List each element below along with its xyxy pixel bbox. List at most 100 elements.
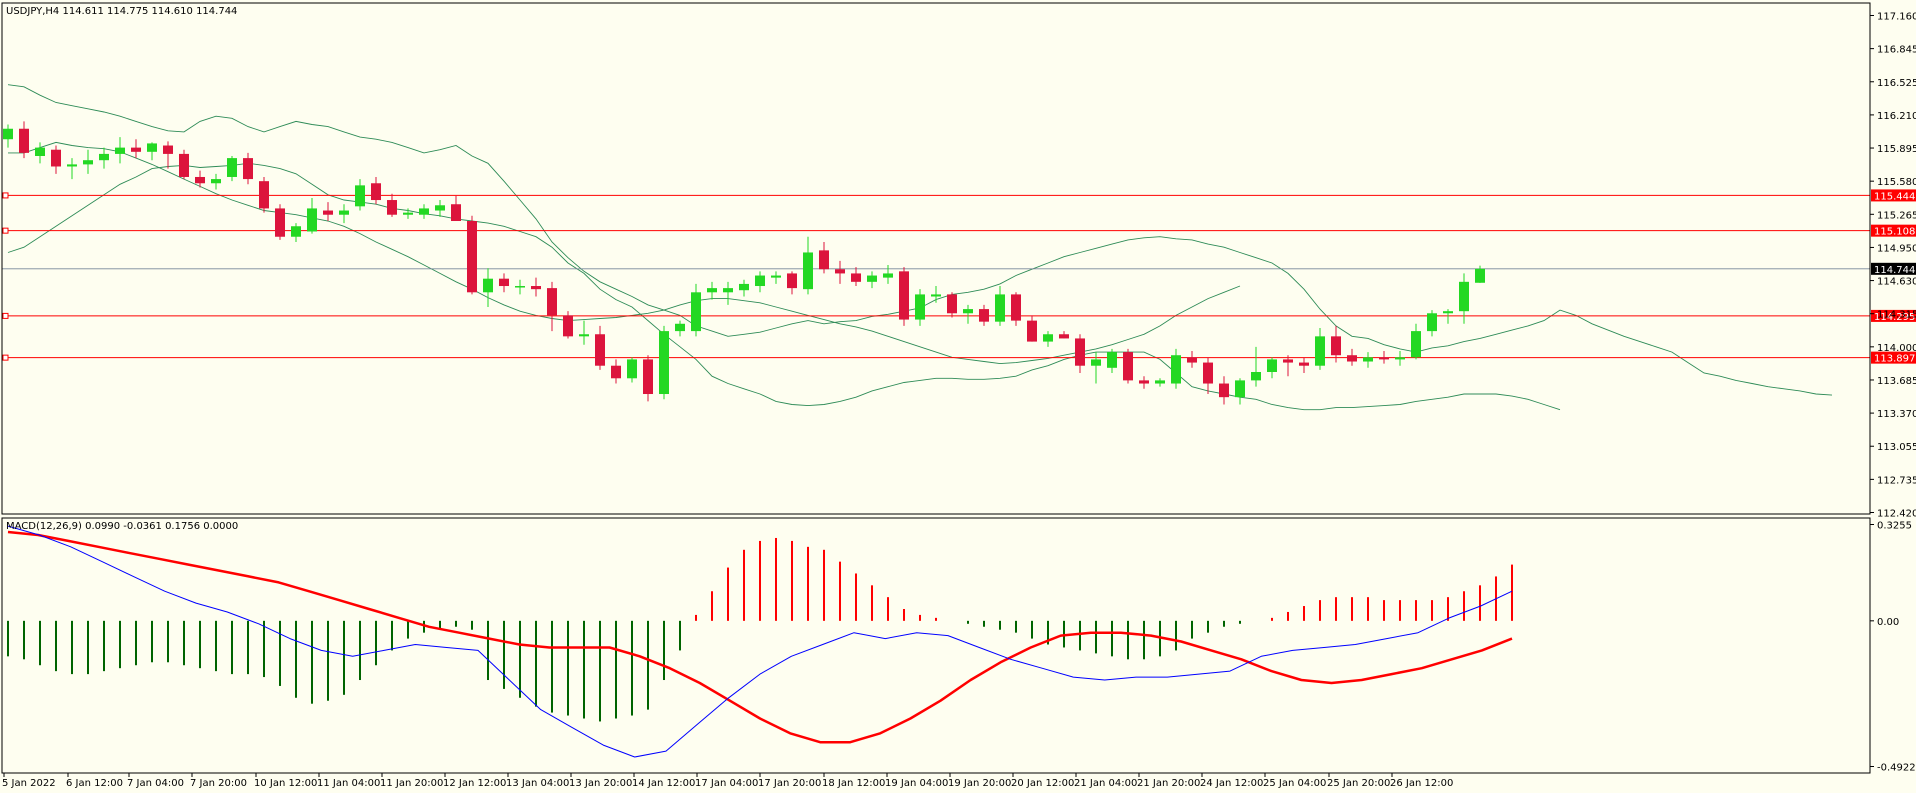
candle[interactable] [243, 152, 253, 185]
candle[interactable] [1459, 273, 1469, 324]
candle[interactable] [1251, 346, 1261, 387]
candle[interactable] [99, 147, 109, 169]
candle[interactable] [1203, 357, 1213, 395]
price-chart-area[interactable] [2, 84, 1870, 411]
candle[interactable] [675, 320, 685, 337]
candle[interactable] [579, 320, 589, 345]
candle[interactable] [979, 304, 989, 326]
candle[interactable] [467, 215, 477, 295]
candle[interactable] [867, 271, 877, 289]
candle[interactable] [947, 292, 957, 318]
candle[interactable] [131, 139, 141, 159]
candle[interactable] [227, 156, 237, 182]
candle[interactable] [1187, 351, 1197, 368]
candle[interactable] [691, 283, 701, 337]
candle[interactable] [1427, 310, 1437, 337]
candle[interactable] [563, 311, 573, 339]
candle[interactable] [1443, 309, 1453, 324]
candle[interactable] [1219, 376, 1229, 405]
candle[interactable] [899, 267, 909, 326]
candle[interactable] [723, 281, 733, 305]
candle[interactable] [163, 141, 173, 169]
level-anchor-icon[interactable] [2, 312, 9, 319]
candle[interactable] [1027, 315, 1037, 342]
candle[interactable] [35, 142, 45, 164]
candle[interactable] [819, 241, 829, 274]
macd-indicator-area[interactable] [7, 525, 1513, 758]
candle[interactable] [1123, 348, 1133, 384]
level-anchor-icon[interactable] [2, 192, 9, 199]
candle[interactable] [67, 158, 77, 180]
candle[interactable] [483, 268, 493, 307]
candle[interactable] [195, 170, 205, 188]
candle[interactable] [51, 145, 61, 174]
candle[interactable] [435, 200, 445, 217]
candle[interactable] [1283, 355, 1293, 377]
candle[interactable] [835, 260, 845, 284]
candle[interactable] [115, 137, 125, 164]
candle[interactable] [1475, 265, 1485, 283]
candle[interactable] [1059, 331, 1069, 339]
candle[interactable] [1379, 351, 1389, 364]
candle[interactable] [1331, 325, 1341, 363]
candle[interactable] [963, 304, 973, 324]
level-anchor-icon[interactable] [2, 354, 9, 361]
candle[interactable] [627, 357, 637, 383]
candle[interactable] [803, 236, 813, 295]
candle[interactable] [323, 202, 333, 222]
candle[interactable] [755, 271, 765, 293]
candle[interactable] [1091, 352, 1101, 384]
level-anchor-icon[interactable] [2, 227, 9, 234]
candle[interactable] [403, 208, 413, 219]
candle[interactable] [1171, 348, 1181, 389]
candle[interactable] [915, 289, 925, 326]
candle[interactable] [1299, 357, 1309, 374]
candle[interactable] [307, 197, 317, 234]
candle[interactable] [179, 149, 189, 180]
candle[interactable] [659, 325, 669, 400]
candle[interactable] [1315, 327, 1325, 370]
candle[interactable] [1411, 323, 1421, 360]
candle[interactable] [611, 359, 621, 384]
candle[interactable] [339, 204, 349, 224]
candle[interactable] [1363, 352, 1373, 368]
candle[interactable] [595, 325, 605, 370]
candle[interactable] [995, 286, 1005, 326]
candle[interactable] [931, 286, 941, 303]
candle[interactable] [83, 149, 93, 174]
candle[interactable] [883, 265, 893, 284]
candle[interactable] [1235, 378, 1245, 405]
candle[interactable] [851, 267, 861, 287]
candle[interactable] [515, 279, 525, 295]
candle[interactable] [1139, 376, 1149, 389]
candle[interactable] [419, 204, 429, 219]
candle[interactable] [707, 281, 717, 300]
candle[interactable] [531, 277, 541, 297]
candle[interactable] [147, 142, 157, 161]
candle[interactable] [1043, 331, 1053, 347]
candle[interactable] [19, 121, 29, 159]
candle[interactable] [291, 223, 301, 242]
candle[interactable] [1155, 378, 1165, 387]
candle[interactable] [1107, 348, 1117, 374]
candle[interactable] [387, 193, 397, 217]
candle[interactable] [211, 173, 221, 190]
candle[interactable] [1395, 351, 1405, 366]
candle[interactable] [547, 281, 557, 332]
candle[interactable] [771, 271, 781, 284]
candle[interactable] [1075, 334, 1085, 374]
candle[interactable] [1011, 292, 1021, 326]
candle[interactable] [499, 273, 509, 293]
candle[interactable] [371, 176, 381, 205]
candle[interactable] [451, 195, 461, 222]
candle[interactable] [643, 355, 653, 402]
candle[interactable] [275, 204, 285, 240]
candle[interactable] [355, 179, 365, 211]
candle[interactable] [3, 124, 13, 148]
candle[interactable] [1347, 348, 1357, 366]
candle[interactable] [259, 176, 269, 213]
candle[interactable] [739, 279, 749, 297]
candle[interactable] [787, 271, 797, 295]
candle[interactable] [1267, 357, 1277, 379]
